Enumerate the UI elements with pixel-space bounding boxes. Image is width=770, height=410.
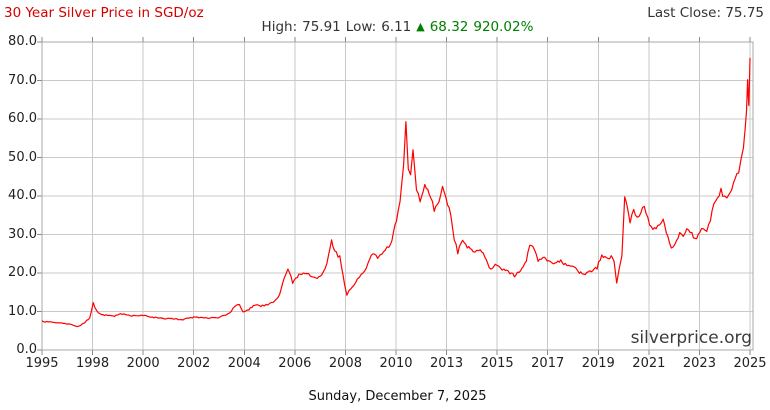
last-close: Last Close: 75.75: [647, 5, 764, 21]
y-axis-label: 40.0: [8, 188, 37, 203]
y-axis-label: 20.0: [8, 265, 37, 280]
x-axis-label: 1995: [25, 356, 59, 371]
up-triangle-icon: ▲: [416, 20, 425, 33]
x-axis-label: 2017: [531, 356, 565, 371]
x-axis-label: 2010: [379, 356, 413, 371]
watermark-link[interactable]: silverprice.org: [630, 328, 752, 348]
footer-date: Sunday, December 7, 2025: [308, 389, 487, 404]
x-axis-label: 2023: [682, 356, 716, 371]
y-axis-label: 30.0: [8, 226, 37, 242]
y-axis-label: 50.0: [8, 149, 37, 165]
low-label: Low:: [345, 19, 377, 35]
change-percent: 920.02%: [473, 19, 534, 35]
y-axis-label: 80.0: [8, 34, 37, 49]
x-axis-label: 1998: [76, 356, 110, 371]
x-axis-label: 2021: [632, 356, 666, 371]
y-axis-label: 0.0: [16, 342, 37, 357]
high-value: 75.91: [302, 19, 341, 35]
x-axis-label: 2000: [126, 356, 160, 371]
x-axis-label: 2002: [177, 356, 211, 371]
change-value: 68.32: [429, 19, 469, 35]
price-line: [41, 57, 751, 328]
y-axis-label: 10.0: [8, 303, 37, 319]
x-axis-label: 2013: [430, 356, 464, 371]
y-axis-label: 70.0: [8, 72, 37, 88]
high-label: High:: [261, 19, 298, 35]
high-low-stats: High: 75.91 Low: 6.11 ▲ 68.32 920.02%: [42, 19, 753, 35]
x-axis-label: 2019: [581, 356, 615, 371]
chart-title: 30 Year Silver Price in SGD/oz: [4, 5, 204, 21]
last-close-label: Last Close:: [647, 5, 722, 21]
y-axis-label: 60.0: [8, 111, 37, 126]
low-value: 6.11: [381, 19, 412, 35]
x-axis-label: 2008: [328, 356, 362, 371]
x-axis-label: 2015: [480, 356, 514, 371]
x-axis-label: 2025: [733, 356, 767, 371]
x-axis-label: 2004: [227, 356, 261, 371]
last-close-value: 75.75: [725, 5, 764, 21]
x-axis-label: 2006: [278, 356, 312, 371]
